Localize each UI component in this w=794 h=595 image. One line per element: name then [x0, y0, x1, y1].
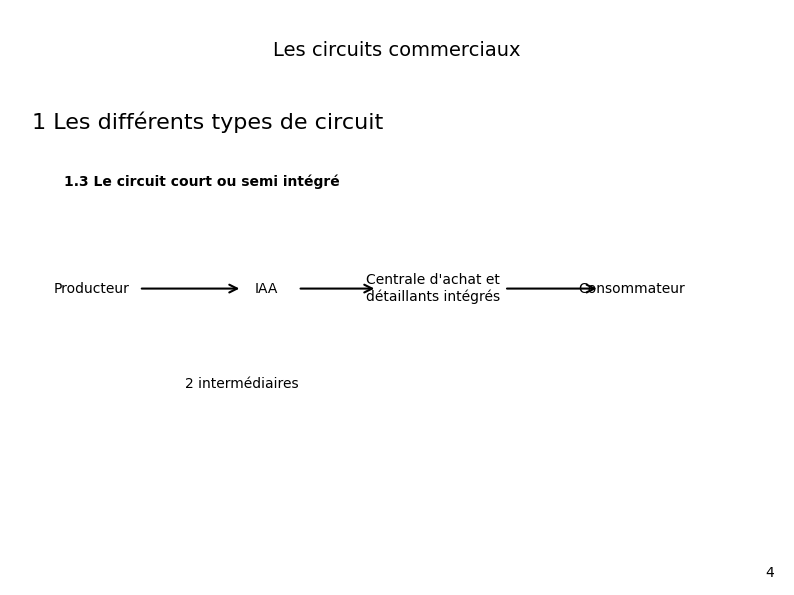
Text: Les circuits commerciaux: Les circuits commerciaux: [273, 41, 521, 60]
Text: Centrale d'achat et
détaillants intégrés: Centrale d'achat et détaillants intégrés: [366, 273, 499, 304]
Text: 1.3 Le circuit court ou semi intégré: 1.3 Le circuit court ou semi intégré: [64, 174, 339, 189]
Text: 2 intermédiaires: 2 intermédiaires: [185, 377, 299, 391]
Text: Consommateur: Consommateur: [578, 281, 684, 296]
Text: IAA: IAA: [254, 281, 278, 296]
Text: Producteur: Producteur: [53, 281, 129, 296]
Text: 1 Les différents types de circuit: 1 Les différents types de circuit: [32, 111, 383, 133]
Text: 4: 4: [765, 566, 774, 580]
